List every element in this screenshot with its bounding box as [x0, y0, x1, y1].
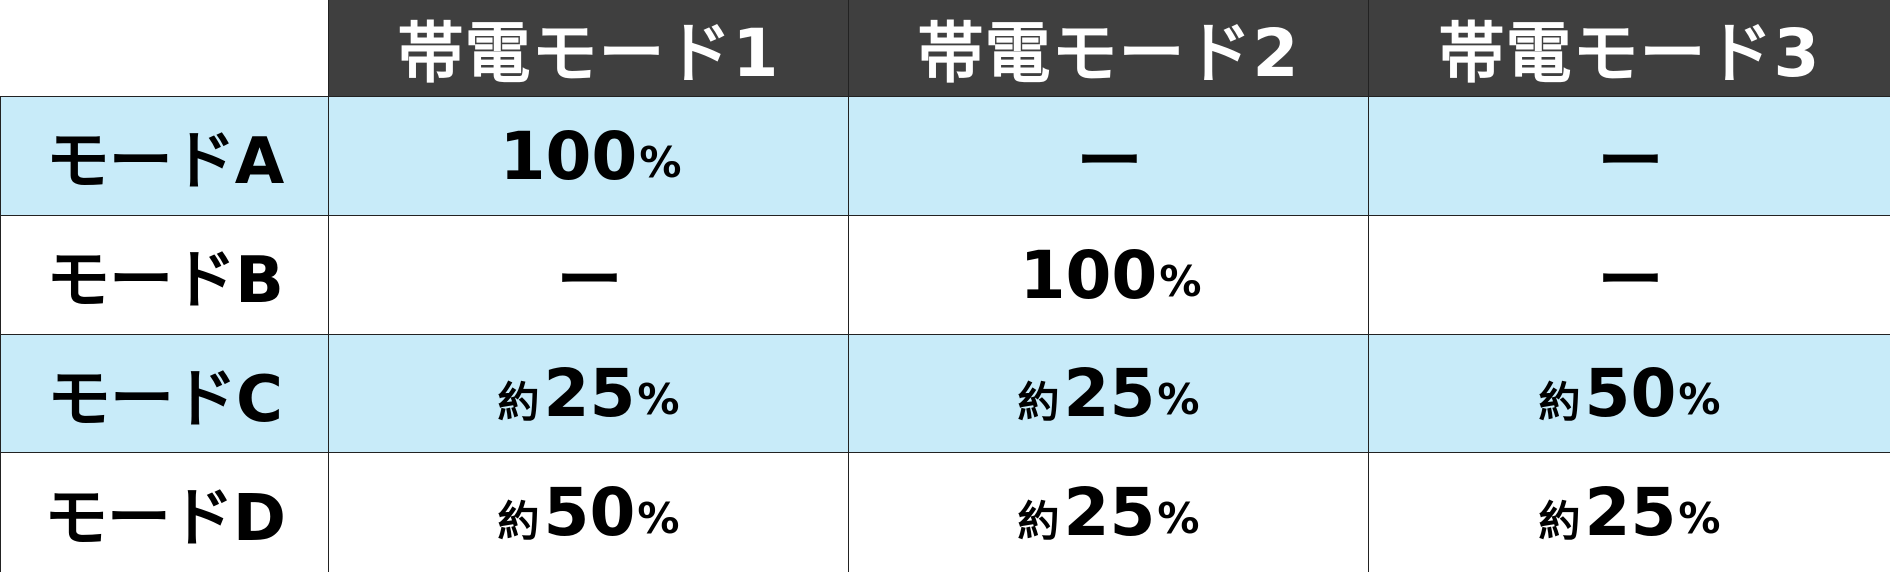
- cell-prefix: 約: [1017, 378, 1060, 427]
- cell-prefix: 約: [497, 378, 540, 427]
- row-header-mode-d: モードD: [0, 453, 329, 572]
- column-header-label: 帯電モード1: [397, 15, 780, 92]
- table-cell: ー: [1369, 97, 1890, 216]
- cell-value: 25: [543, 355, 636, 432]
- cell-suffix: %: [1678, 494, 1721, 543]
- cell-prefix: 約: [1538, 497, 1581, 546]
- cell-value: 25: [1063, 474, 1156, 551]
- table-cell: 約 25%: [849, 453, 1369, 572]
- cell-suffix: %: [1678, 375, 1721, 424]
- row-header-mode-b: モードB: [0, 216, 329, 335]
- cell-suffix: %: [1157, 375, 1200, 424]
- table-cell: 約 25%: [1369, 453, 1890, 572]
- cell-suffix: %: [637, 494, 680, 543]
- row-header-label: モードB: [46, 244, 284, 318]
- row-header-label: モードA: [45, 125, 285, 199]
- cell-value: 50: [1584, 355, 1677, 432]
- cell-value: 100: [499, 117, 638, 195]
- cell-value: ー: [556, 242, 623, 319]
- cell-value: ー: [1597, 242, 1664, 319]
- table-cell: ー: [849, 97, 1369, 216]
- table-cell: 約 50%: [1369, 335, 1890, 453]
- row-header-label: モードC: [47, 362, 283, 437]
- table-cell: 約 25%: [849, 335, 1369, 453]
- row-header-mode-a: モードA: [0, 97, 329, 216]
- cell-suffix: %: [1159, 256, 1202, 306]
- cell-prefix: 約: [1538, 378, 1581, 427]
- cell-value: ー: [1597, 123, 1664, 200]
- cell-suffix: %: [1157, 494, 1200, 543]
- cell-value: 100: [1019, 236, 1158, 314]
- cell-value: 50: [543, 474, 636, 551]
- cell-prefix: 約: [497, 497, 540, 546]
- column-header-charge-mode-3: 帯電モード3: [1369, 0, 1890, 97]
- table-cell: 約 50%: [329, 453, 849, 572]
- column-header-label: 帯電モード3: [1438, 15, 1821, 92]
- table-cell: ー: [1369, 216, 1890, 335]
- column-header-charge-mode-1: 帯電モード1: [329, 0, 849, 97]
- table-cell: 100%: [849, 216, 1369, 335]
- table-cell: ー: [329, 216, 849, 335]
- cell-value: ー: [1076, 123, 1143, 200]
- column-header-label: 帯電モード2: [917, 15, 1300, 92]
- cell-prefix: 約: [1017, 497, 1060, 546]
- table-corner: [0, 0, 329, 97]
- column-header-charge-mode-2: 帯電モード2: [849, 0, 1369, 97]
- table-cell: 約 25%: [329, 335, 849, 453]
- cell-suffix: %: [639, 137, 682, 187]
- cell-value: 25: [1063, 355, 1156, 432]
- row-header-mode-c: モードC: [0, 335, 329, 453]
- cell-value: 25: [1584, 474, 1677, 551]
- table-cell: 100%: [329, 97, 849, 216]
- row-header-label: モードD: [43, 481, 286, 556]
- cell-suffix: %: [637, 375, 680, 424]
